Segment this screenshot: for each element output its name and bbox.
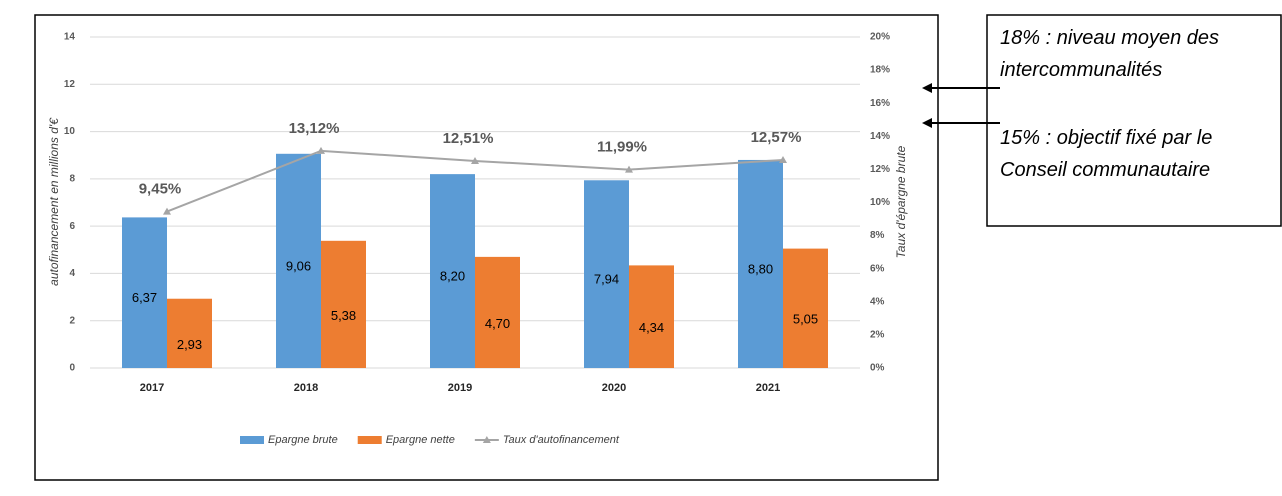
- y-tick-label: 8: [69, 173, 75, 184]
- line-marker: [163, 207, 171, 215]
- bar: [475, 256, 520, 368]
- data-label: 11,99%: [597, 139, 647, 156]
- data-label: 8,80: [748, 261, 773, 276]
- line-marker: [779, 155, 787, 163]
- data-label: 2,93: [177, 337, 202, 352]
- data-label: 9,06: [286, 258, 311, 273]
- legend-swatch: [357, 436, 382, 444]
- data-label: 13,12%: [289, 120, 340, 137]
- data-label: 5,38: [331, 308, 356, 323]
- y2-tick-label: 14%: [870, 131, 890, 142]
- line-marker: [471, 156, 479, 164]
- y2-tick-label: 8%: [870, 230, 885, 241]
- y2-tick-label: 4%: [870, 296, 885, 307]
- data-label: 4,70: [485, 316, 510, 331]
- legend-label: Epargne nette: [386, 434, 455, 446]
- bar: [122, 217, 167, 368]
- x-tick-label: 2020: [602, 382, 626, 394]
- note-box: [986, 14, 1282, 227]
- y-tick-label: 12: [64, 79, 76, 90]
- bar: [167, 298, 212, 368]
- x-tick-label: 2019: [448, 382, 472, 394]
- line-marker: [317, 146, 325, 154]
- chart-frame: [34, 14, 939, 481]
- y-tick-label: 0: [69, 363, 75, 374]
- y2-tick-label: 6%: [870, 263, 885, 274]
- data-label: 12,57%: [751, 129, 802, 146]
- legend-swatch: [240, 436, 264, 444]
- data-label: 8,20: [440, 269, 465, 284]
- legend-label: Taux d'autofinancement: [503, 434, 620, 446]
- data-label: 12,51%: [443, 130, 494, 147]
- data-label: 6,37: [132, 290, 157, 305]
- line-marker: [625, 165, 633, 173]
- legend-label: Epargne brute: [268, 434, 338, 446]
- legend-swatch: [482, 436, 491, 443]
- y2-tick-label: 20%: [870, 32, 890, 43]
- y-tick-label: 10: [64, 126, 76, 137]
- bar: [321, 240, 366, 368]
- data-label: 9,45%: [139, 181, 182, 198]
- arrow-head: [922, 118, 932, 128]
- y-tick-label: 4: [69, 268, 75, 279]
- y2-tick-label: 12%: [870, 164, 890, 175]
- y-tick-label: 14: [64, 32, 76, 43]
- annotation: 18% : niveau moyen des intercommunalités: [1000, 27, 1220, 81]
- data-label: 7,94: [594, 272, 619, 287]
- y2-tick-label: 16%: [870, 98, 890, 109]
- y-tick-label: 6: [69, 221, 75, 232]
- y2-tick-label: 2%: [870, 330, 885, 341]
- bar: [276, 153, 321, 368]
- data-label: 5,05: [793, 312, 818, 327]
- y2-tick-label: 10%: [870, 197, 890, 208]
- x-tick-label: 2021: [756, 382, 780, 394]
- bar: [584, 180, 629, 368]
- y2-tick-label: 0%: [870, 363, 885, 374]
- data-label: 4,34: [639, 320, 664, 335]
- x-tick-label: 2017: [140, 382, 164, 394]
- x-tick-label: 2018: [294, 382, 318, 394]
- arrow-head: [922, 83, 932, 93]
- y-tick-label: 2: [69, 315, 75, 326]
- y-axis-label: autofinancement en millions d'€: [47, 117, 61, 286]
- bar: [738, 159, 783, 368]
- annotation: 15% : objectif fixé par le Conseil commu…: [1000, 127, 1213, 181]
- bar: [430, 174, 475, 368]
- bar: [783, 248, 828, 368]
- y2-axis-label: Taux d'épargne brute: [894, 145, 908, 258]
- bar: [629, 265, 674, 368]
- y2-tick-label: 18%: [870, 65, 890, 76]
